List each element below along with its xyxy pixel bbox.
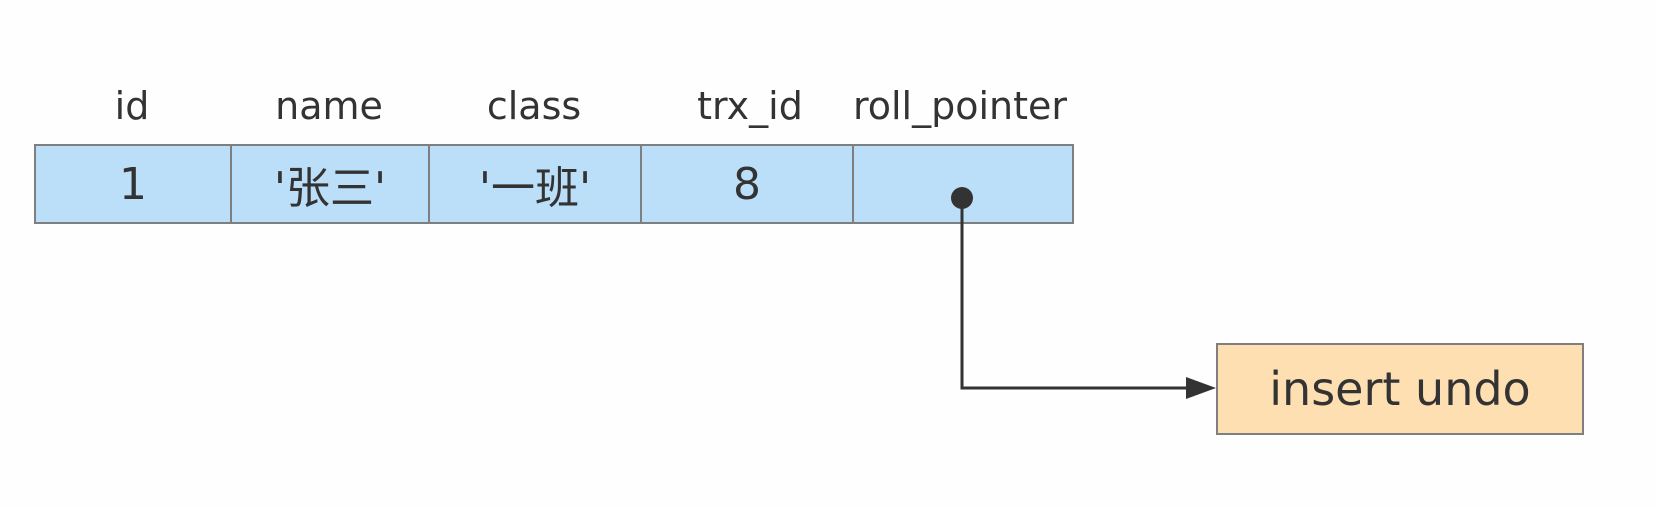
header-id: id [114,84,150,128]
cell-id: 1 [36,146,232,222]
pointer-arrowhead [1186,377,1216,399]
cell-name: '张三' [232,146,430,222]
header-name: name [275,84,383,128]
header-trx-id: trx_id [697,84,803,128]
cell-class: '一班' [430,146,642,222]
pointer-line [960,198,1194,390]
header-class: class [486,84,582,128]
header-roll-pointer: roll_pointer [852,84,1068,128]
cell-trx-id: 8 [642,146,854,222]
record-row: 1 '张三' '一班' 8 [34,144,1074,224]
insert-undo-box: insert undo [1216,343,1584,435]
